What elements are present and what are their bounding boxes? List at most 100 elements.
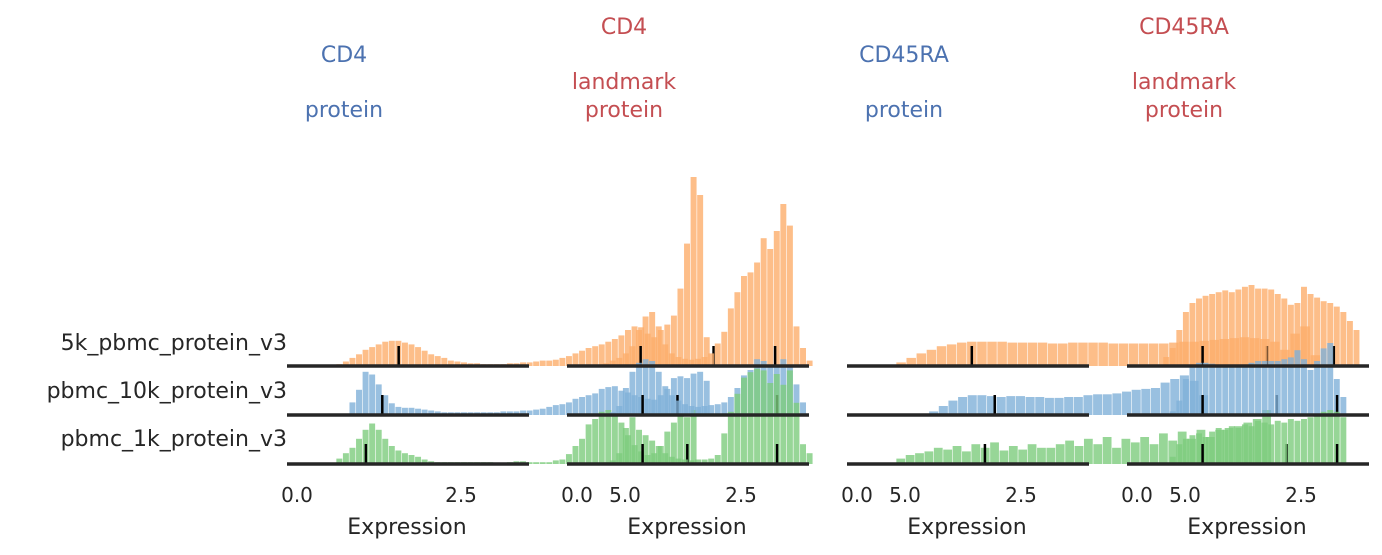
histogram-bar [1196, 298, 1202, 366]
panel-title-line: protein [865, 98, 943, 123]
row-label: pbmc_10k_protein_v3 [47, 379, 287, 404]
histogram-bar [356, 354, 362, 366]
histogram-bar [800, 402, 806, 415]
histogram-bar [701, 406, 708, 415]
histogram-bar [1314, 415, 1321, 464]
histogram-bar [618, 335, 625, 366]
histogram-bar [1287, 357, 1294, 415]
histogram-bar [1327, 410, 1334, 464]
histogram-bar [565, 454, 572, 464]
histogram-bar [1327, 343, 1334, 415]
histogram-bar [734, 292, 741, 366]
histogram-bar [428, 410, 435, 415]
histogram-bar [1189, 303, 1196, 366]
histogram-bar [609, 460, 616, 464]
histogram-bar [1320, 301, 1327, 366]
histogram-bar [1108, 343, 1119, 366]
histogram-bar [681, 404, 688, 415]
histogram-bar [572, 446, 579, 464]
histogram-bar [1294, 350, 1301, 415]
histogram-bar [1055, 444, 1065, 464]
histogram-bar [754, 262, 761, 366]
histogram-bar [1340, 312, 1347, 366]
histogram-bar [415, 456, 422, 464]
histogram-bar [559, 459, 566, 464]
histogram-bar [1340, 397, 1347, 415]
histogram-bar [1121, 438, 1131, 464]
histogram-bar [1353, 330, 1360, 366]
histogram-bar [1163, 357, 1170, 366]
histogram-bar [526, 410, 533, 415]
histogram-bar [688, 359, 695, 366]
panel-title-line: protein [305, 98, 383, 123]
histogram-bar [546, 360, 553, 366]
histogram-bar [695, 406, 702, 415]
histogram-bar [929, 411, 939, 415]
panel-title-line: CD45RA [859, 43, 949, 68]
histogram-bar [611, 416, 618, 464]
histogram-bar [1268, 361, 1275, 415]
histogram-bar [1287, 304, 1294, 366]
histogram-bar [1025, 397, 1035, 415]
histogram-bar [1261, 288, 1268, 366]
histogram-bar [1287, 419, 1294, 464]
panel: CD45RA landmark protein 0.0 2.5 5.0 Expression [1121, 15, 1369, 540]
histogram-bar [1261, 361, 1268, 415]
histogram-bar [625, 330, 631, 366]
histogram-bar [1274, 420, 1281, 464]
histogram-bar [401, 407, 408, 415]
histogram-bar [629, 417, 636, 464]
histogram-bar [616, 357, 623, 366]
histogram-bar [681, 459, 688, 464]
histogram-bar [605, 341, 612, 366]
histogram-bar [1209, 363, 1216, 415]
histogram-bar [958, 397, 968, 415]
panel-title-line: landmark [1132, 70, 1236, 95]
x-tick-label: 2.5 [1005, 483, 1037, 507]
histogram-bar [688, 460, 695, 464]
histogram-bar [579, 397, 586, 415]
histogram-bar [1209, 431, 1216, 464]
histogram-bar [1176, 330, 1183, 366]
x-axis-label: Expression [627, 515, 746, 540]
histogram-bar [668, 456, 675, 464]
histogram-bar [1320, 411, 1327, 464]
histogram-bar [697, 195, 704, 366]
histogram-bar [375, 344, 382, 366]
histogram-bar [1037, 342, 1048, 366]
histogram-bar [349, 447, 356, 464]
histogram-bar [668, 395, 675, 415]
histogram-bar [915, 453, 924, 464]
histogram-bar [1044, 397, 1054, 415]
histogram-bar [690, 410, 697, 464]
histogram-bar [546, 406, 553, 415]
histogram-bar [533, 462, 540, 464]
histogram-bar [675, 400, 682, 415]
histogram-bar [533, 361, 540, 366]
histogram-bar [642, 435, 649, 464]
histogram-bar [1327, 303, 1334, 366]
histogram-bar [447, 360, 454, 366]
histogram-bar [1189, 366, 1196, 415]
histogram-bar [382, 341, 389, 366]
histogram-bar [806, 360, 813, 366]
histogram-bar [727, 411, 734, 464]
histogram-bar [342, 361, 349, 366]
histogram-bar [421, 350, 428, 366]
histogram-bar [1314, 297, 1321, 366]
histogram-bar [780, 204, 787, 366]
histogram-bar [655, 446, 662, 464]
histogram-bar [1228, 292, 1235, 366]
histogram-bar [388, 403, 395, 415]
histogram-bar [585, 395, 592, 415]
histogram-bar [1215, 292, 1222, 366]
histogram-bar [565, 356, 572, 366]
histogram-bar [375, 429, 382, 464]
histogram-bar [1149, 444, 1159, 464]
histogram-bar [1159, 343, 1169, 366]
histogram-bar [1102, 394, 1112, 415]
histogram-bar [421, 459, 428, 464]
histogram-bar [1037, 447, 1046, 464]
histogram-bar [526, 362, 533, 366]
histogram-bar [622, 388, 629, 415]
